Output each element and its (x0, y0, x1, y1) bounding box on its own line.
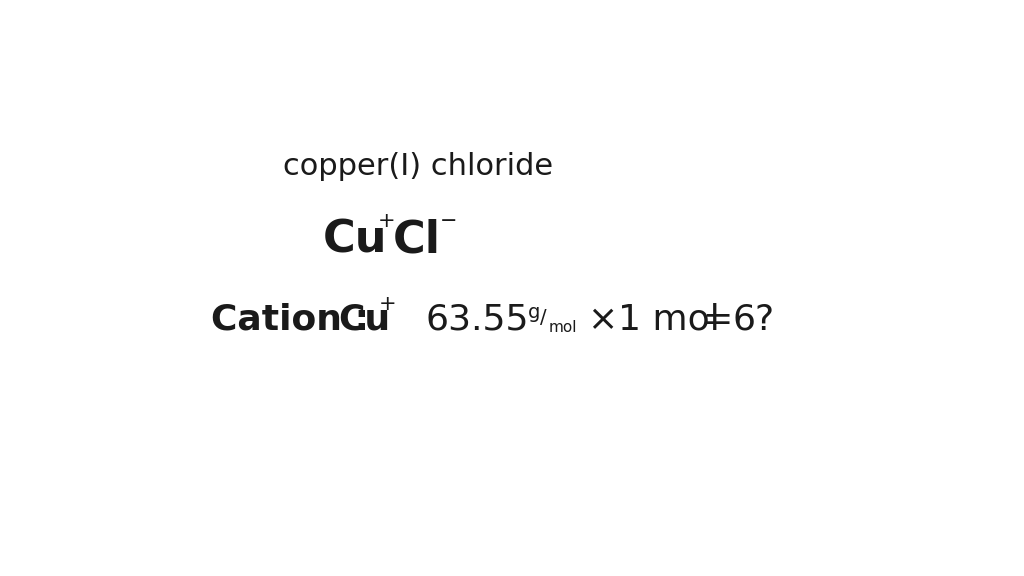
Text: 1 mol: 1 mol (618, 303, 720, 337)
Text: =: = (702, 303, 733, 337)
Text: Cl: Cl (392, 218, 440, 262)
Text: 6?: 6? (733, 303, 775, 337)
Text: +: + (378, 211, 395, 231)
Text: 63.55: 63.55 (426, 303, 529, 337)
Text: /: / (540, 308, 547, 327)
Text: mol: mol (549, 320, 578, 335)
Text: ×: × (587, 303, 616, 337)
Text: Cu: Cu (338, 303, 390, 337)
Text: +: + (379, 294, 396, 314)
Text: −: − (440, 211, 458, 231)
Text: g: g (528, 302, 541, 321)
Text: Cation :: Cation : (211, 303, 370, 337)
Text: copper(I) chloride: copper(I) chloride (283, 152, 553, 181)
Text: Cu: Cu (323, 218, 387, 262)
